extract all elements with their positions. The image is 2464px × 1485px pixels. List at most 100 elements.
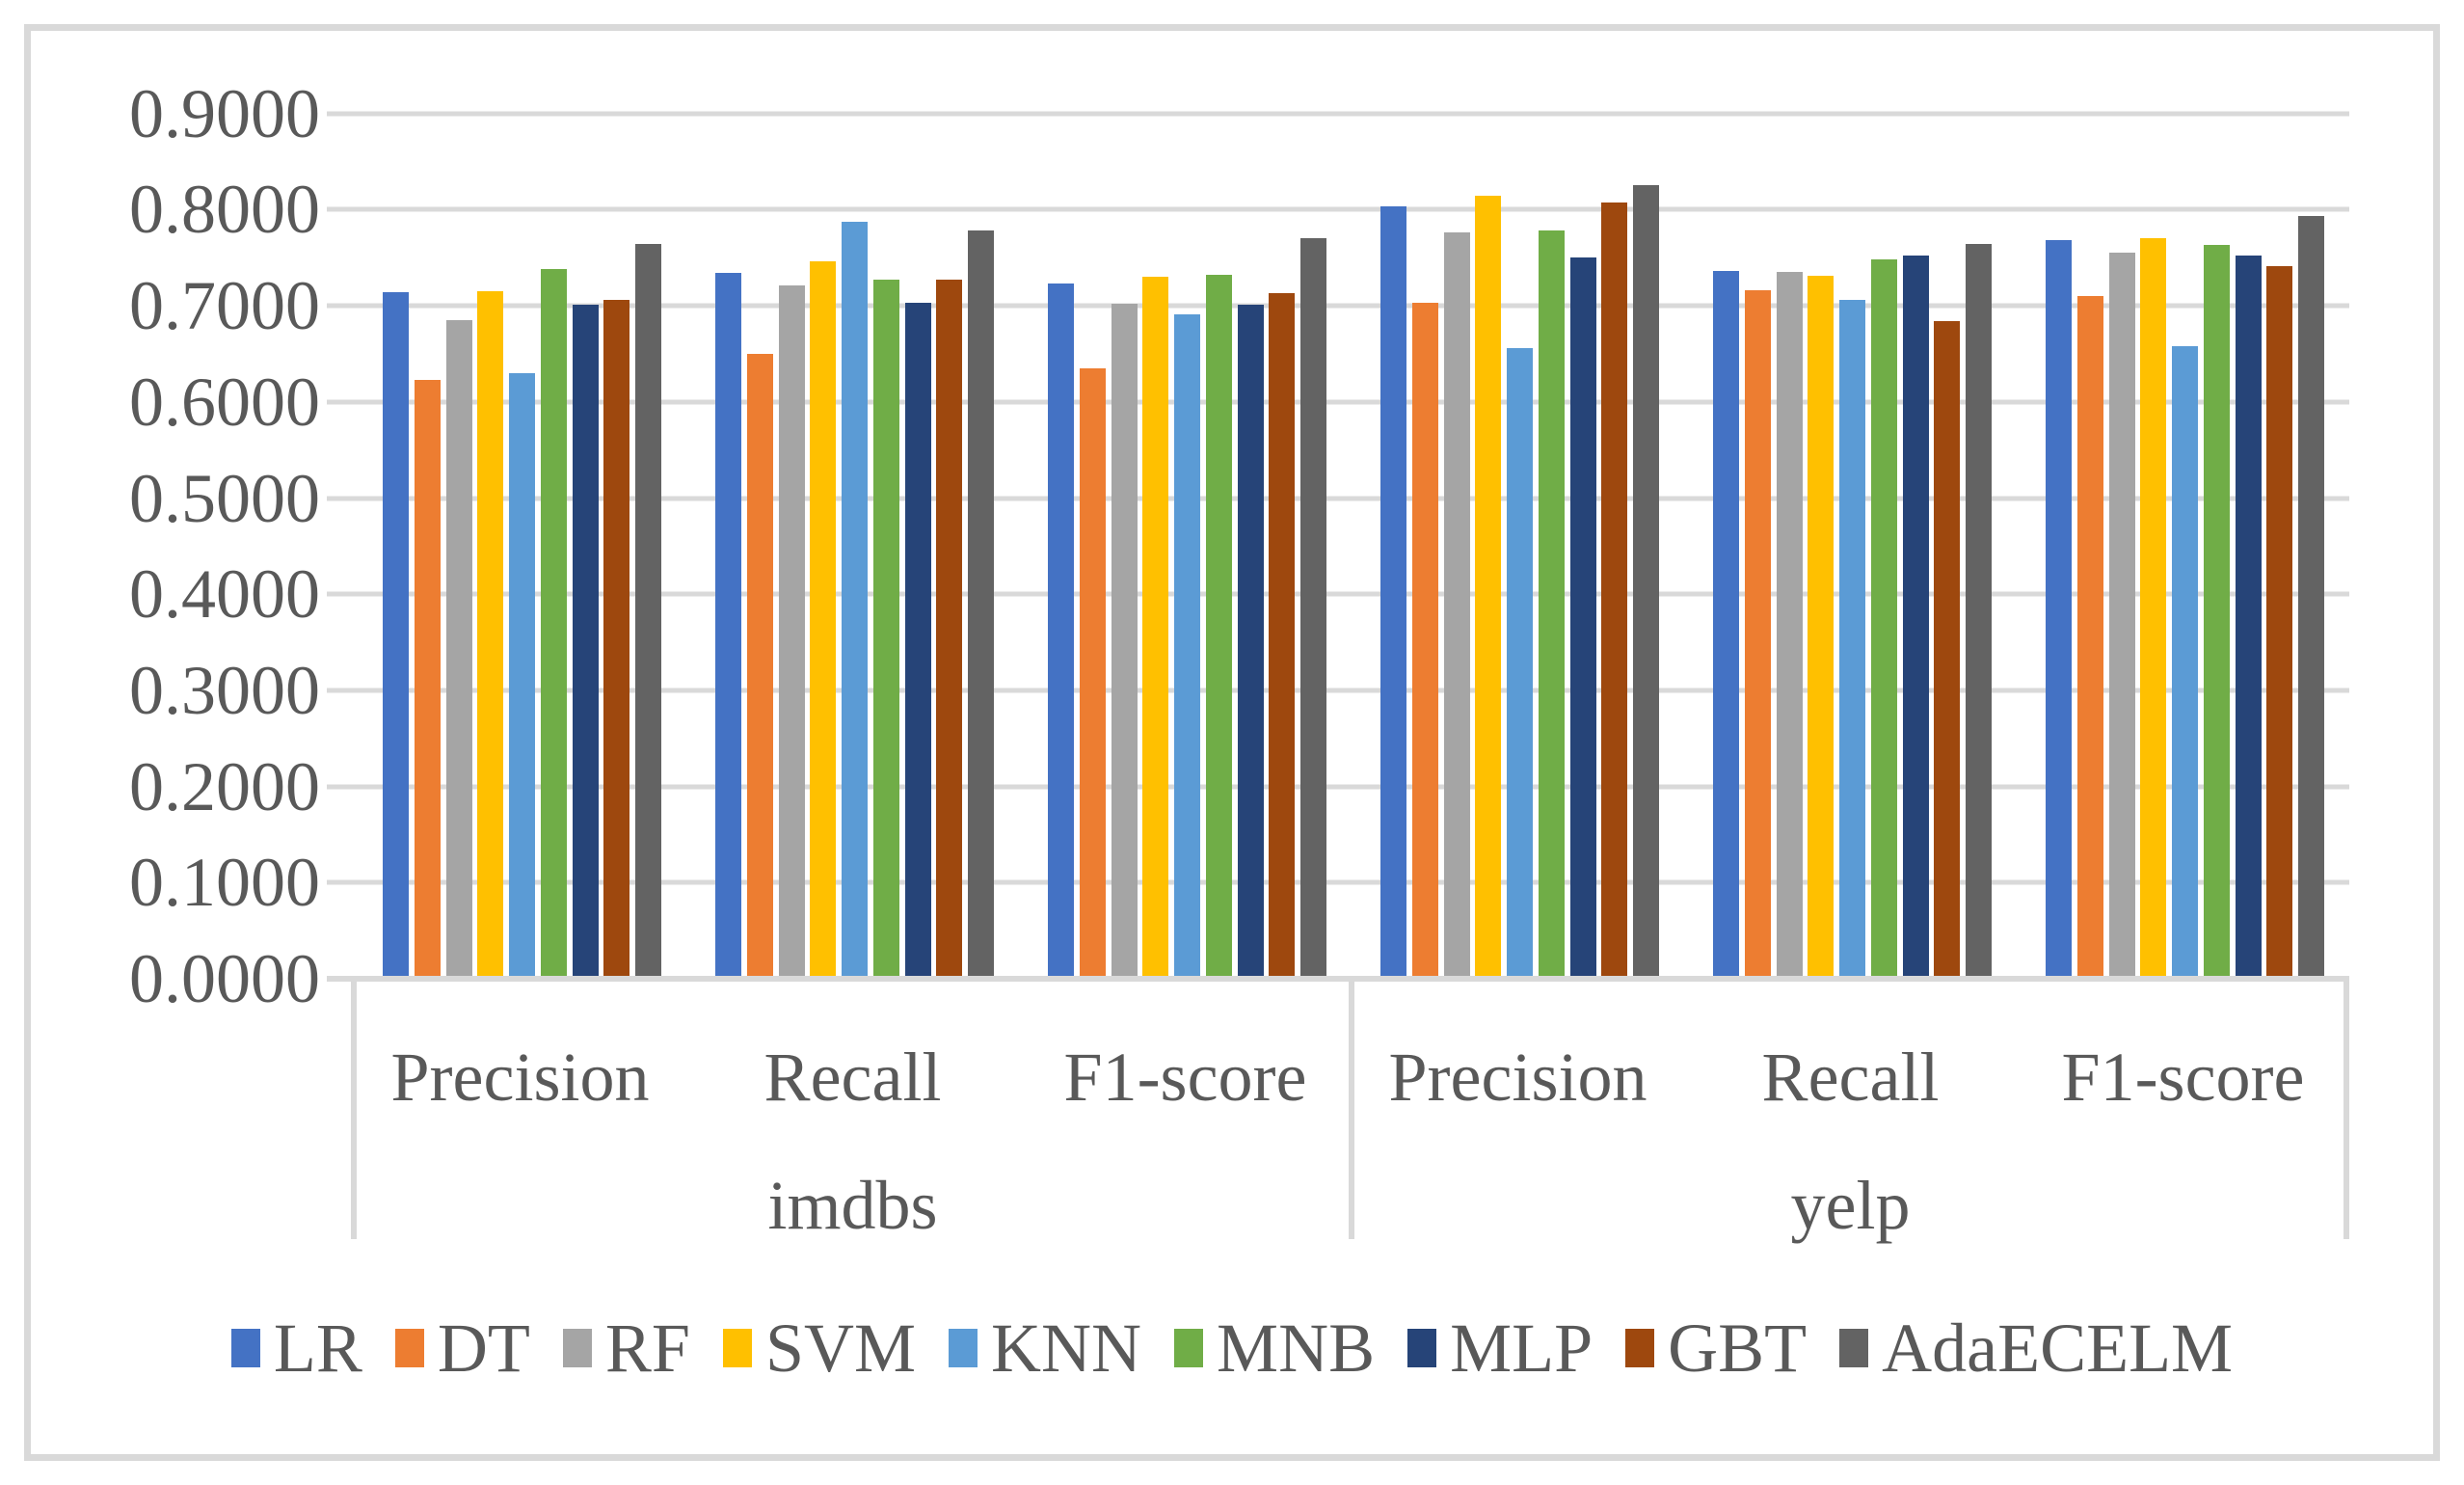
category-box-right-border [2343,979,2349,1239]
gridline-0.5000 [354,496,2349,500]
bar-adaecelm [1966,244,1993,979]
bar-rf [1111,304,1138,979]
bar-lr [2046,240,2073,979]
bar-mnb [1870,259,1897,979]
bar-knn [1839,300,1866,979]
category-label-f1-score: F1-score [1063,1039,1307,1116]
bar-dt [1411,303,1438,979]
gridline-0.7000 [354,303,2349,309]
category-label-recall: Recall [1761,1039,1940,1116]
legend-swatch-adaecelm [1839,1329,1869,1367]
bar-group-imdbs-precision [354,17,686,979]
legend-swatch-knn [949,1329,978,1367]
bar-gbt [1269,293,1296,979]
legend-item-lr: LR [230,1311,362,1385]
bar-mnb [540,269,567,979]
y-tick-mark [327,399,354,405]
bar-adaecelm [635,244,662,979]
bar-adaecelm [2298,216,2325,979]
legend-swatch-gbt [1625,1329,1655,1367]
y-tick-mark [327,303,354,309]
bar-rf [2108,253,2135,979]
legend-label-knn: KNN [991,1310,1142,1387]
legend-item-rf: RF [562,1310,690,1387]
y-tick-mark [327,496,354,500]
bar-dt [2076,296,2103,979]
bar-rf [778,285,805,979]
y-axis-label-0.9000: 0.9000 [129,74,320,152]
bar-gbt [603,300,630,979]
legend-item-dt: DT [394,1311,530,1385]
bar-mlp [1237,305,1264,979]
x-axis-baseline [327,976,2349,982]
legend-swatch-mnb [1174,1329,1204,1367]
legend-label-gbt: GBT [1668,1310,1808,1387]
legend-label-mnb: MNB [1217,1310,1376,1387]
bar-group-yelp-f1-score [2017,17,2349,979]
category-label-precision: Precision [390,1039,650,1116]
y-axis-label-0.0000: 0.0000 [129,940,320,1017]
bar-adaecelm [1633,185,1660,979]
gridline-0.6000 [354,399,2349,405]
bar-gbt [1601,202,1628,979]
bar-svm [477,291,504,979]
legend-item-mnb: MNB [1174,1311,1375,1385]
bar-group-imdbs-f1-score [1019,17,1352,979]
y-axis-label-0.4000: 0.4000 [129,555,320,634]
bar-mlp [1569,257,1596,979]
bar-svm [1808,276,1835,979]
dataset-label-imdbs: imdbs [767,1167,938,1244]
gridline-0.9000 [354,111,2349,117]
bar-dt [1744,290,1771,979]
category-box-mid-divider [1349,979,1354,1239]
bar-mnb [2203,245,2230,979]
bar-gbt [2266,266,2293,979]
bar-knn [509,372,536,979]
bar-svm [810,261,837,979]
bar-dt [1079,367,1106,979]
y-axis-label-0.8000: 0.8000 [129,171,320,249]
category-label-precision: Precision [1388,1039,1647,1116]
bar-dt [746,353,773,979]
bar-mlp [1902,256,1929,979]
y-axis-label-0.5000: 0.5000 [129,459,320,537]
bar-lr [1380,206,1407,979]
y-axis-label-0.1000: 0.1000 [129,844,320,922]
legend-swatch-lr [230,1329,260,1367]
y-tick-mark [327,111,354,117]
bar-knn [1507,347,1534,979]
bar-mnb [1538,230,1565,979]
metric-category-labels: Precision Recall F1-score Precision Recall F1… [354,1039,2349,1116]
bar-svm [1475,196,1502,979]
bar-mlp [572,305,599,979]
legend: LR DT RF SVM KNN MNB MLP GBT AdaECELM [31,1311,2433,1385]
legend-label-adaecelm: AdaECELM [1882,1310,2234,1387]
gridline-0.1000 [354,879,2349,885]
bar-knn [842,222,869,979]
y-axis-label-0.3000: 0.3000 [129,651,320,729]
bar-gbt [1934,321,1961,979]
bar-rf [1776,272,1803,979]
chart-figure: 0.0000 0.1000 0.2000 0.3000 0.4000 0.5000 0.60… [24,24,2440,1461]
bar-rf [1443,232,1470,979]
legend-item-gbt: GBT [1625,1311,1807,1385]
dataset-label-yelp: yelp [1790,1167,1911,1244]
bar-mnb [1205,275,1232,979]
legend-label-svm: SVM [764,1310,917,1387]
gridline-0.2000 [354,784,2349,790]
bar-group-yelp-recall [1684,17,2017,979]
bar-knn [1174,314,1201,979]
bar-lr [715,273,742,979]
legend-item-mlp: MLP [1407,1311,1593,1385]
bar-lr [1048,284,1075,979]
y-axis-label-0.7000: 0.7000 [129,267,320,345]
legend-label-rf: RF [604,1310,690,1387]
y-tick-mark [327,591,354,597]
bar-mlp [2235,256,2262,979]
legend-item-svm: SVM [722,1310,917,1387]
bar-group-yelp-precision [1352,17,1684,979]
gridline-0.4000 [354,591,2349,597]
legend-item-knn: KNN [949,1311,1141,1385]
plot-area [327,17,2349,982]
y-tick-mark [327,784,354,790]
